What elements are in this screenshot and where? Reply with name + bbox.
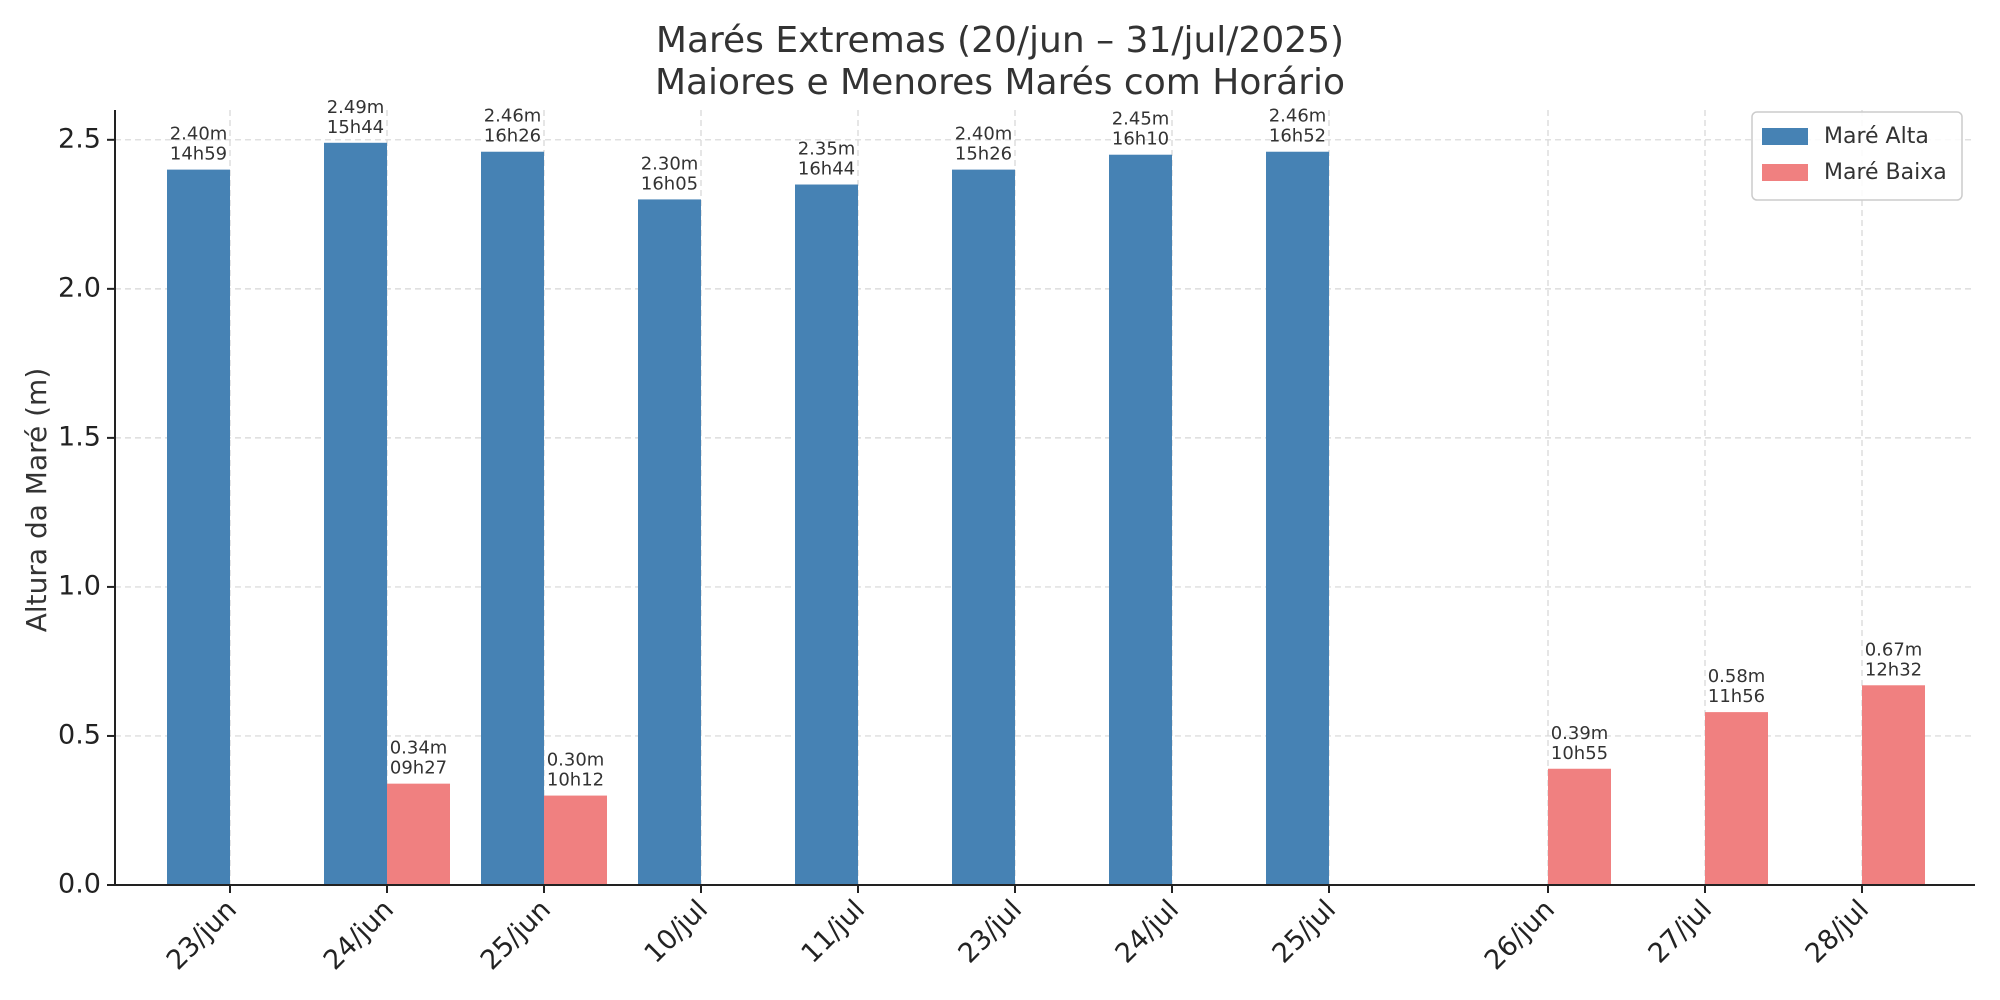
data-label-height: 0.39m [1551,723,1609,744]
y-axis-label: Altura da Maré (m) [20,368,53,633]
data-label-time: 11h56 [1708,686,1765,707]
data-label-time: 16h10 [1112,129,1169,150]
bar-mare-alta [638,199,701,885]
data-label-time: 15h44 [327,117,384,138]
x-tick-label: 24/jun [318,894,400,976]
x-tick-label: 26/jun [1479,894,1561,976]
bar-mare-alta [952,169,1015,886]
bars [167,142,1925,886]
x-tick-label: 11/jul [796,894,871,969]
bar-mare-baixa [387,783,450,885]
y-tick-label: 1.5 [58,421,101,452]
data-label-time: 15h26 [955,144,1012,165]
bar-mare-alta [1109,154,1172,885]
bar-mare-alta [795,184,858,885]
data-label-height: 0.30m [547,750,605,771]
data-label-time: 14h59 [170,144,227,165]
bar-mare-baixa [1705,712,1768,885]
data-label-height: 2.30m [641,153,699,174]
chart-title: Marés Extremas (20/jun – 31/jul/2025) [656,20,1344,61]
data-label-height: 0.67m [1865,639,1923,660]
x-tick-label: 25/jun [475,894,557,976]
legend-swatch [1762,164,1808,181]
bar-mare-baixa [544,795,607,885]
data-label-height: 0.34m [390,738,448,759]
bar-mare-baixa [1862,685,1925,885]
legend-label: Maré Baixa [1824,160,1947,185]
legend: Maré Alta Maré Baixa [1751,111,1963,201]
y-tick-label: 2.5 [58,123,101,154]
data-label-height: 0.58m [1708,666,1766,687]
data-label-time: 16h52 [1269,126,1326,147]
data-label-height: 2.46m [1269,106,1327,127]
x-tick-label: 24/jul [1110,894,1185,969]
bar-mare-alta [1266,151,1329,885]
x-tick-label: 23/jun [161,894,243,976]
data-label-time: 10h12 [547,770,604,791]
legend-label: Maré Alta [1824,124,1929,149]
y-tick-label: 1.0 [58,570,101,601]
data-label-time: 16h26 [484,126,541,147]
x-tick-label: 25/jul [1267,894,1342,969]
data-label-height: 2.40m [170,124,228,145]
data-label-height: 2.49m [327,97,385,118]
data-label-time: 12h32 [1865,659,1922,680]
chart-subtitle: Maiores e Menores Marés com Horário [655,62,1345,103]
bar-mare-alta [167,169,230,886]
data-label-time: 16h05 [641,173,698,194]
data-label-time: 09h27 [390,758,447,779]
bar-mare-alta [481,151,544,885]
x-tick-label: 28/jul [1800,894,1875,969]
y-tick-label: 0.0 [58,869,101,900]
x-tick-label: 23/jul [953,894,1028,969]
bar-mare-alta [324,142,387,886]
x-tick-label: 27/jul [1643,894,1718,969]
y-tick-label: 0.5 [58,719,101,750]
data-label-height: 2.35m [798,139,856,160]
data-label-time: 16h44 [798,159,855,180]
x-tick-label: 10/jul [639,894,714,969]
data-label-height: 2.45m [1112,109,1170,130]
data-label-height: 2.40m [955,124,1013,145]
data-labels: 2.40m14h592.49m15h442.46m16h262.30m16h05… [170,97,1923,791]
bar-mare-baixa [1548,768,1611,885]
y-tick-label: 2.0 [58,272,101,303]
data-label-height: 2.46m [484,106,542,127]
legend-swatch [1762,128,1808,145]
data-label-time: 10h55 [1551,743,1608,764]
